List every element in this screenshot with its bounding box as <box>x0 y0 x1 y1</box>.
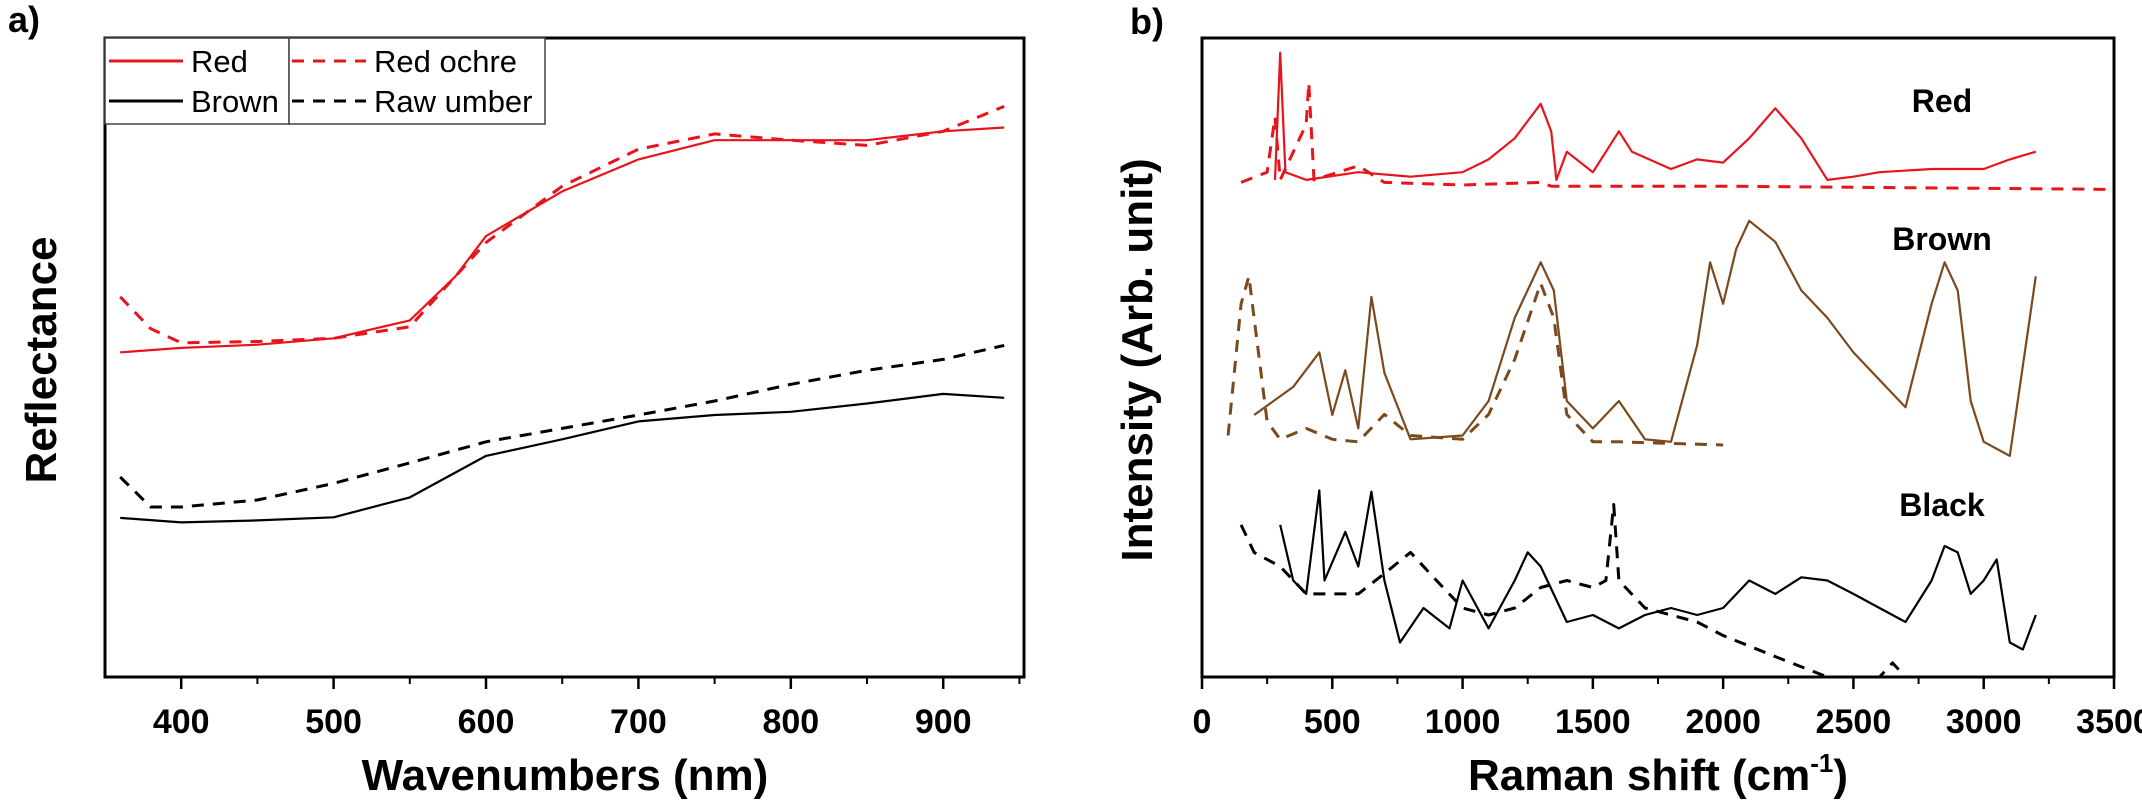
x-tick-label: 900 <box>915 703 972 741</box>
plot-frame-a <box>103 36 1026 679</box>
series-line-black-solid <box>1279 489 2037 651</box>
x-tick-label: 500 <box>305 703 362 741</box>
x-axis-label-b-superscript: -1 <box>1810 748 1833 778</box>
legend-box-left <box>104 37 290 125</box>
x-tick-label: 0 <box>1193 703 1212 741</box>
x-tick-label: 800 <box>762 703 819 741</box>
series-line-red-ochre-dashed <box>119 105 1005 345</box>
annotation-red: Red <box>1912 83 1972 119</box>
x-ticks-b: 0 500 1000 1500 2000 2500 3000 3500 <box>1193 677 2142 741</box>
series-group-a <box>119 105 1005 524</box>
x-tick-label: 500 <box>1304 703 1361 741</box>
series-line-raw-umber-dashed <box>119 343 1005 509</box>
x-tick-label: 3000 <box>1946 703 2022 741</box>
x-axis-label-b-end: ) <box>1833 751 1848 800</box>
x-axis-label-b-main: Raman shift (cm <box>1468 751 1810 800</box>
panel-a: a) 400 500 600 700 800 900 Wavenumbers (nm) R… <box>8 0 1026 800</box>
series-line-red-solid <box>1273 51 2037 181</box>
panel-label-b: b) <box>1130 1 1164 42</box>
annotation-black: Black <box>1899 487 1985 523</box>
legend-box-right <box>288 37 546 125</box>
x-axis-label-a: Wavenumbers (nm) <box>362 751 769 800</box>
series-line-brown-solid <box>1253 219 2037 457</box>
x-tick-label: 3500 <box>2076 703 2142 741</box>
series-line-brown-solid <box>120 392 1005 524</box>
x-ticks-a: 400 500 600 700 800 900 <box>153 677 1021 741</box>
x-tick-label: 700 <box>610 703 667 741</box>
x-tick-label: 2000 <box>1685 703 1761 741</box>
legend-label-red-ochre: Red ochre <box>374 44 517 79</box>
series-line-red-solid <box>120 126 1005 354</box>
legend-label-red: Red <box>191 44 248 79</box>
y-axis-label-a: Reflectance <box>17 236 66 483</box>
x-axis-label-b: Raman shift (cm-1) <box>1468 748 1848 800</box>
y-axis-label-b: Intensity (Arb. unit) <box>1113 158 1162 561</box>
x-tick-label: 2500 <box>1816 703 1892 741</box>
x-tick-label: 400 <box>153 703 210 741</box>
x-tick-label: 1000 <box>1425 703 1501 741</box>
legend-label-brown: Brown <box>191 84 279 119</box>
series-line-brown-dashed <box>1226 274 1724 447</box>
series-line-red-dashed <box>1240 81 2115 191</box>
plot-frame-b <box>1200 36 2116 679</box>
series-group-b <box>1226 51 2115 679</box>
legend-label-raw-umber: Raw umber <box>374 84 533 119</box>
legend: Red Brown Red ochre Raw umber <box>104 37 546 125</box>
x-tick-label: 600 <box>458 703 515 741</box>
x-tick-label: 1500 <box>1555 703 1631 741</box>
panel-b: b) 0 500 1000 1500 2000 2500 3000 3500 Red Brow… <box>1113 1 2142 800</box>
annotation-brown: Brown <box>1892 221 1992 257</box>
series-line-black-dashed <box>1239 503 1907 679</box>
panel-label-a: a) <box>8 0 40 40</box>
